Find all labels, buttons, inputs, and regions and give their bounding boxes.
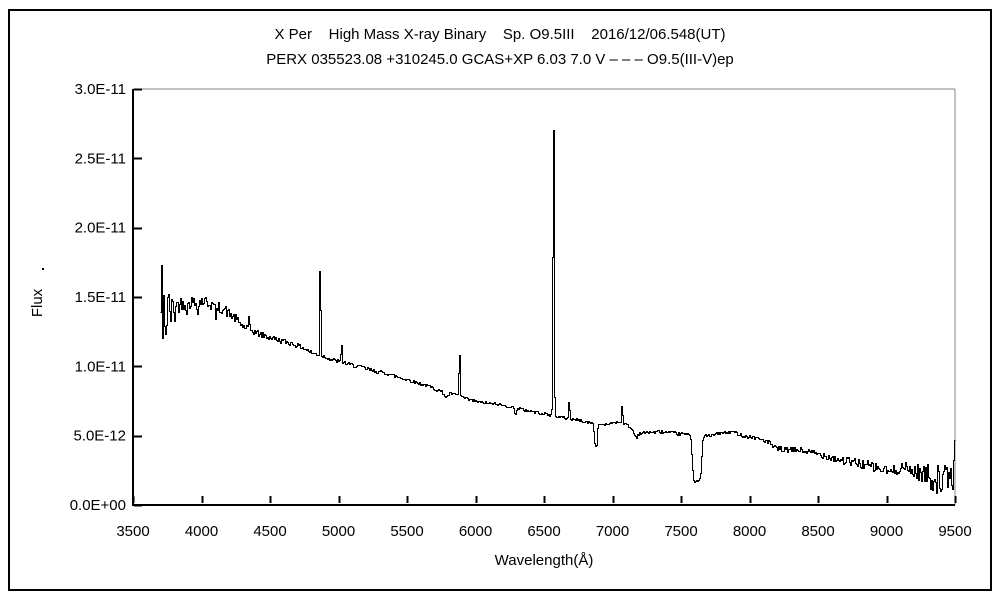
chart-title-line2: PERX 035523.08 +310245.0 GCAS+XP 6.03 7.… xyxy=(266,51,734,68)
x-tick-label: 6000 xyxy=(459,523,492,540)
spectrum-line xyxy=(160,130,956,494)
x-tick-label: 8500 xyxy=(801,523,834,540)
plot-frame xyxy=(132,88,956,506)
y-tick-label: 5.0E-12 xyxy=(73,428,126,445)
x-tick-label: 5500 xyxy=(390,523,423,540)
x-axis-label: Wavelength(Å) xyxy=(495,552,594,569)
x-tick-label: 5000 xyxy=(322,523,355,540)
x-tick-label: 9500 xyxy=(938,523,971,540)
y-tick-label: 1.5E-11 xyxy=(75,289,126,306)
y-axis-dot-mark xyxy=(42,268,44,270)
x-tick-label: 4500 xyxy=(253,523,286,540)
x-tick-label: 3500 xyxy=(116,523,149,540)
y-tick-label: 3.0E-11 xyxy=(75,81,126,98)
y-tick-label: 2.0E-11 xyxy=(75,220,126,237)
chart-title-line1: X Per High Mass X-ray Binary Sp. O9.5III… xyxy=(274,26,726,43)
y-tick-label: 1.0E-11 xyxy=(75,358,126,375)
y-tick-label: 0.0E+00 xyxy=(70,497,126,514)
y-axis-label: Flux xyxy=(29,288,46,318)
axis-tick-labels: 3500 4000 4500 5000 5500 6000 6500 7000 7500 8000… xyxy=(70,81,972,540)
x-tick-label: 7500 xyxy=(664,523,697,540)
x-tick-label: 8000 xyxy=(733,523,766,540)
axis-ticks xyxy=(132,88,957,507)
x-tick-label: 6500 xyxy=(527,523,560,540)
x-tick-label: 9000 xyxy=(870,523,903,540)
y-tick-label: 2.5E-11 xyxy=(75,150,126,167)
x-tick-label: 7000 xyxy=(596,523,629,540)
x-tick-label: 4000 xyxy=(185,523,218,540)
